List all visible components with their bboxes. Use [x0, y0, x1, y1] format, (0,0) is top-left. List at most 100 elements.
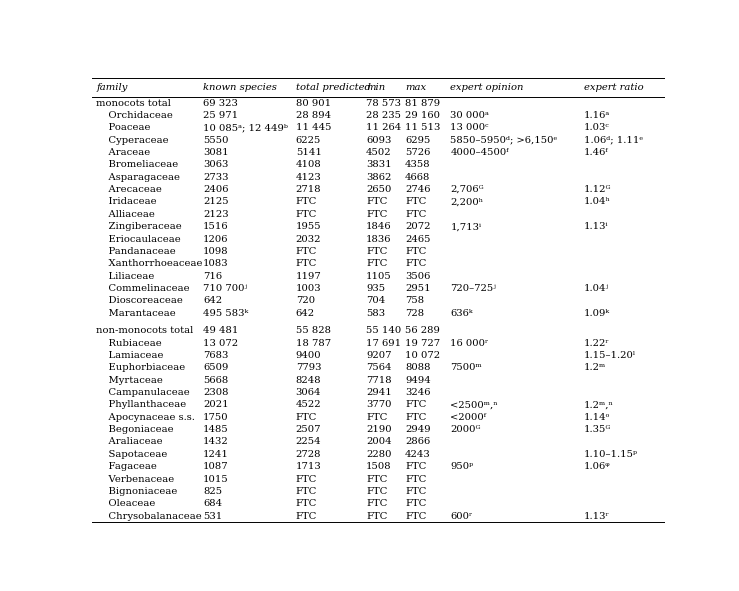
Text: FTC: FTC: [366, 475, 387, 483]
Text: 7500ᵐ: 7500ᵐ: [450, 363, 482, 372]
Text: 7793: 7793: [296, 363, 321, 372]
Text: Zingiberaceae: Zingiberaceae: [96, 222, 182, 231]
Text: FTC: FTC: [366, 512, 387, 521]
Text: 3770: 3770: [366, 400, 392, 410]
Text: FTC: FTC: [296, 512, 317, 521]
Text: FTC: FTC: [405, 210, 426, 219]
Text: 825: 825: [203, 487, 222, 496]
Text: 13 072: 13 072: [203, 339, 238, 348]
Text: 1.04ʲ: 1.04ʲ: [584, 284, 609, 293]
Text: 1.35ᴳ: 1.35ᴳ: [584, 425, 611, 434]
Text: 2728: 2728: [296, 450, 321, 459]
Text: 4502: 4502: [366, 148, 392, 157]
Text: 3081: 3081: [203, 148, 228, 157]
Text: Arecaceae: Arecaceae: [96, 185, 163, 194]
Text: 716: 716: [203, 272, 222, 281]
Text: 2,706ᴳ: 2,706ᴳ: [450, 185, 484, 194]
Text: 10 085ᵃ; 12 449ᵇ: 10 085ᵃ; 12 449ᵇ: [203, 124, 287, 132]
Text: expert ratio: expert ratio: [584, 83, 644, 92]
Text: Begoniaceae: Begoniaceae: [96, 425, 174, 434]
Text: Orchidaceae: Orchidaceae: [96, 111, 173, 120]
Text: 5550: 5550: [203, 136, 228, 145]
Text: Xanthorrhoeaceae: Xanthorrhoeaceae: [96, 259, 203, 268]
Text: 30 000ᵃ: 30 000ᵃ: [450, 111, 489, 120]
Text: FTC: FTC: [296, 499, 317, 508]
Text: 2650: 2650: [366, 185, 392, 194]
Text: 3246: 3246: [405, 388, 431, 397]
Text: family: family: [96, 83, 128, 92]
Text: 583: 583: [366, 309, 385, 318]
Text: 2254: 2254: [296, 437, 321, 446]
Text: Iridaceae: Iridaceae: [96, 197, 157, 206]
Text: 2941: 2941: [366, 388, 392, 397]
Text: 2032: 2032: [296, 235, 321, 243]
Text: FTC: FTC: [366, 210, 387, 219]
Text: 3063: 3063: [203, 160, 228, 170]
Text: 11 445: 11 445: [296, 124, 331, 132]
Text: 11 513: 11 513: [405, 124, 440, 132]
Text: 2507: 2507: [296, 425, 321, 434]
Text: 8088: 8088: [405, 363, 431, 372]
Text: 28 894: 28 894: [296, 111, 331, 120]
Text: 684: 684: [203, 499, 222, 508]
Text: 2406: 2406: [203, 185, 228, 194]
Text: 9207: 9207: [366, 351, 392, 360]
Text: 1098: 1098: [203, 247, 228, 256]
Text: 1197: 1197: [296, 272, 321, 281]
Text: Poaceae: Poaceae: [96, 124, 151, 132]
Text: 2866: 2866: [405, 437, 430, 446]
Text: 720–725ʲ: 720–725ʲ: [450, 284, 496, 293]
Text: 4243: 4243: [405, 450, 431, 459]
Text: 4522: 4522: [296, 400, 321, 410]
Text: Campanulaceae: Campanulaceae: [96, 388, 190, 397]
Text: 935: 935: [366, 284, 385, 293]
Text: FTC: FTC: [405, 512, 426, 521]
Text: 2733: 2733: [203, 173, 228, 182]
Text: Verbenaceae: Verbenaceae: [96, 475, 174, 483]
Text: 55 828: 55 828: [296, 326, 330, 335]
Text: 1750: 1750: [203, 413, 228, 422]
Text: 2,200ʰ: 2,200ʰ: [450, 197, 483, 206]
Text: 4668: 4668: [405, 173, 430, 182]
Text: Phyllanthaceae: Phyllanthaceae: [96, 400, 187, 410]
Text: non-monocots total: non-monocots total: [96, 326, 194, 335]
Text: 29 160: 29 160: [405, 111, 440, 120]
Text: 2951: 2951: [405, 284, 431, 293]
Text: Commelinaceae: Commelinaceae: [96, 284, 190, 293]
Text: 642: 642: [296, 309, 315, 318]
Text: 2072: 2072: [405, 222, 431, 231]
Text: Fagaceae: Fagaceae: [96, 462, 157, 471]
Text: Rubiaceae: Rubiaceae: [96, 339, 162, 348]
Text: 1.22ʳ: 1.22ʳ: [584, 339, 610, 348]
Text: 56 289: 56 289: [405, 326, 440, 335]
Text: 2190: 2190: [366, 425, 392, 434]
Text: 1206: 1206: [203, 235, 228, 243]
Text: 600ʳ: 600ʳ: [450, 512, 473, 521]
Text: Dioscoreaceae: Dioscoreaceae: [96, 297, 183, 306]
Text: 3862: 3862: [366, 173, 392, 182]
Text: 28 235: 28 235: [366, 111, 401, 120]
Text: 10 072: 10 072: [405, 351, 440, 360]
Text: 2308: 2308: [203, 388, 228, 397]
Text: 710 700ʲ: 710 700ʲ: [203, 284, 247, 293]
Text: 1003: 1003: [296, 284, 321, 293]
Text: 11 264: 11 264: [366, 124, 401, 132]
Text: 636ᵏ: 636ᵏ: [450, 309, 473, 318]
Text: FTC: FTC: [296, 487, 317, 496]
Text: FTC: FTC: [366, 413, 387, 422]
Text: FTC: FTC: [405, 487, 426, 496]
Text: 495 583ᵏ: 495 583ᵏ: [203, 309, 248, 318]
Text: 1.09ᵏ: 1.09ᵏ: [584, 309, 610, 318]
Text: 1.13ⁱ: 1.13ⁱ: [584, 222, 608, 231]
Text: 2746: 2746: [405, 185, 431, 194]
Text: 6093: 6093: [366, 136, 392, 145]
Text: 1432: 1432: [203, 437, 228, 446]
Text: Oleaceae: Oleaceae: [96, 499, 156, 508]
Text: 1485: 1485: [203, 425, 228, 434]
Text: 2465: 2465: [405, 235, 431, 243]
Text: 2125: 2125: [203, 197, 228, 206]
Text: 704: 704: [366, 297, 385, 306]
Text: 1105: 1105: [366, 272, 392, 281]
Text: FTC: FTC: [366, 487, 387, 496]
Text: 2718: 2718: [296, 185, 321, 194]
